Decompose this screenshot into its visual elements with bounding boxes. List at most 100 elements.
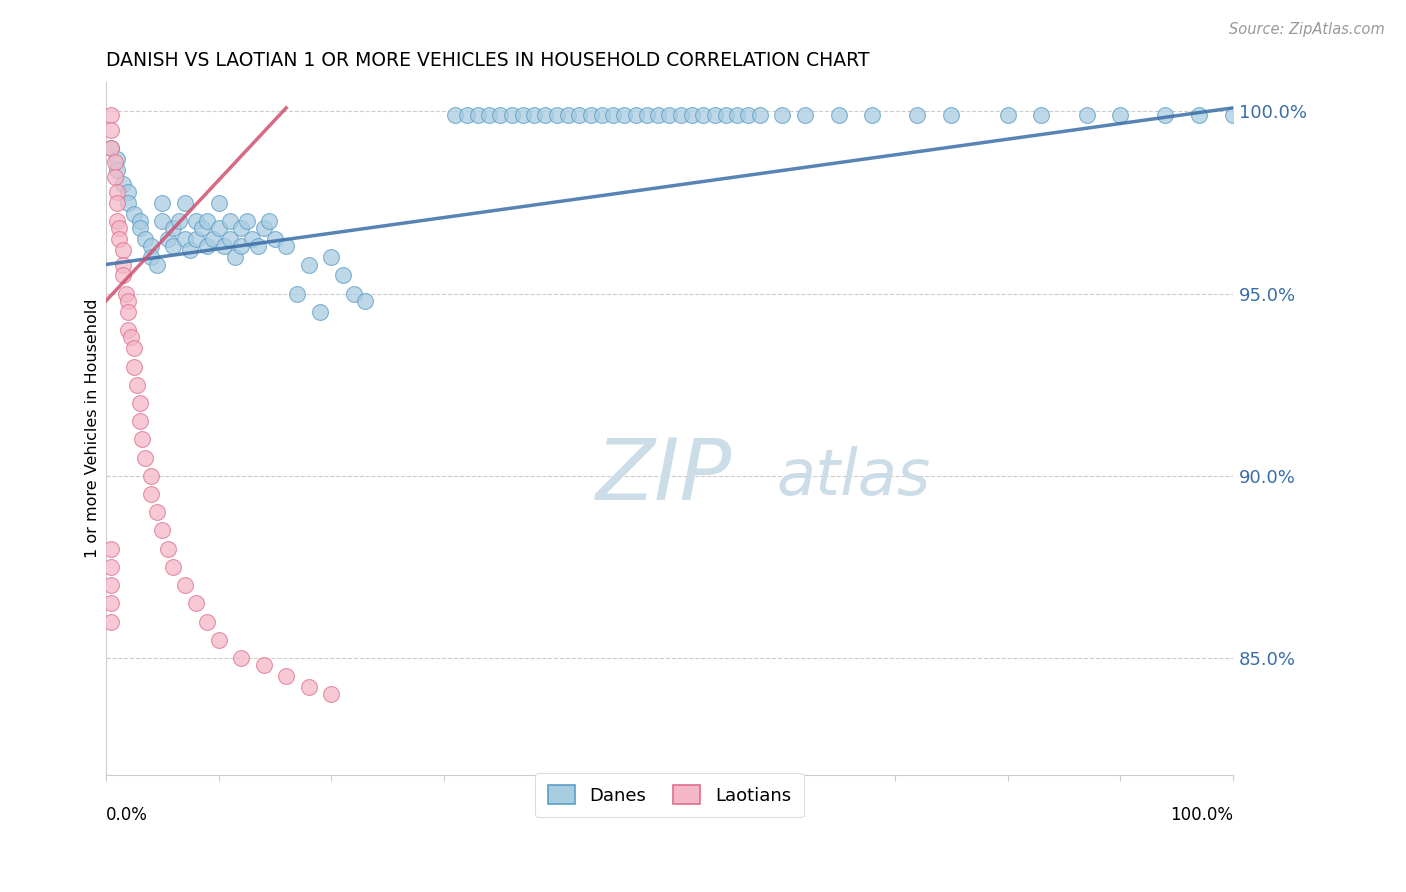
Point <box>681 108 703 122</box>
Text: DANISH VS LAOTIAN 1 OR MORE VEHICLES IN HOUSEHOLD CORRELATION CHART: DANISH VS LAOTIAN 1 OR MORE VEHICLES IN … <box>105 51 869 70</box>
Point <box>128 396 150 410</box>
Point <box>229 221 252 235</box>
Point <box>512 108 534 122</box>
Legend: Danes, Laotians: Danes, Laotians <box>536 772 804 817</box>
Point <box>195 239 218 253</box>
Point <box>467 108 489 122</box>
Point <box>207 195 229 210</box>
Point <box>748 108 770 122</box>
Point <box>115 286 138 301</box>
Point <box>276 669 298 683</box>
Point <box>105 185 128 199</box>
Point <box>117 305 139 319</box>
Point <box>104 155 127 169</box>
Point <box>162 560 184 574</box>
Point <box>224 250 246 264</box>
Point <box>173 578 195 592</box>
Point <box>591 108 613 122</box>
Point <box>242 232 264 246</box>
Point <box>725 108 748 122</box>
Point <box>117 185 139 199</box>
Point <box>343 286 366 301</box>
Point <box>647 108 669 122</box>
Point <box>167 214 190 228</box>
Point <box>139 468 162 483</box>
Point <box>236 214 259 228</box>
Point <box>117 195 139 210</box>
Point <box>117 293 139 308</box>
Point <box>108 221 131 235</box>
Point <box>100 541 122 556</box>
Point <box>131 433 153 447</box>
Point <box>489 108 512 122</box>
Point <box>568 108 591 122</box>
Point <box>111 268 134 283</box>
Point <box>150 195 173 210</box>
Point <box>1188 108 1211 122</box>
Point <box>117 323 139 337</box>
Point <box>104 170 127 185</box>
Point <box>557 108 579 122</box>
Y-axis label: 1 or more Vehicles in Household: 1 or more Vehicles in Household <box>86 299 100 558</box>
Point <box>150 214 173 228</box>
Point <box>156 232 179 246</box>
Point <box>212 239 235 253</box>
Point <box>793 108 815 122</box>
Text: 0.0%: 0.0% <box>105 805 148 823</box>
Point <box>128 221 150 235</box>
Point <box>321 687 343 701</box>
Point <box>105 214 128 228</box>
Point <box>173 195 195 210</box>
Point <box>108 232 131 246</box>
Point <box>624 108 647 122</box>
Point <box>139 487 162 501</box>
Point <box>122 206 145 220</box>
Point <box>120 330 142 344</box>
Point <box>298 258 321 272</box>
Point <box>941 108 963 122</box>
Point <box>298 680 321 694</box>
Point <box>636 108 658 122</box>
Point <box>321 250 343 264</box>
Point <box>207 632 229 647</box>
Point <box>201 232 224 246</box>
Point <box>523 108 546 122</box>
Text: atlas: atlas <box>776 446 931 508</box>
Point <box>658 108 681 122</box>
Point <box>100 596 122 610</box>
Point <box>105 195 128 210</box>
Point <box>602 108 624 122</box>
Point <box>229 239 252 253</box>
Text: Source: ZipAtlas.com: Source: ZipAtlas.com <box>1229 22 1385 37</box>
Point <box>105 152 128 166</box>
Point <box>122 341 145 355</box>
Point <box>613 108 636 122</box>
Point <box>111 178 134 192</box>
Point <box>579 108 602 122</box>
Point <box>287 286 309 301</box>
Point <box>501 108 523 122</box>
Point <box>534 108 557 122</box>
Point <box>184 214 207 228</box>
Point <box>827 108 849 122</box>
Point <box>207 221 229 235</box>
Point <box>134 450 156 465</box>
Point <box>218 214 240 228</box>
Point <box>195 615 218 629</box>
Point <box>444 108 467 122</box>
Point <box>692 108 714 122</box>
Point <box>195 214 218 228</box>
Point <box>1031 108 1053 122</box>
Point <box>134 232 156 246</box>
Point <box>253 658 276 673</box>
Point <box>184 596 207 610</box>
Point <box>546 108 568 122</box>
Point <box>162 221 184 235</box>
Text: 100.0%: 100.0% <box>1170 805 1233 823</box>
Point <box>100 108 122 122</box>
Point <box>229 651 252 665</box>
Point <box>162 239 184 253</box>
Point <box>139 250 162 264</box>
Point <box>332 268 354 283</box>
Point <box>478 108 501 122</box>
